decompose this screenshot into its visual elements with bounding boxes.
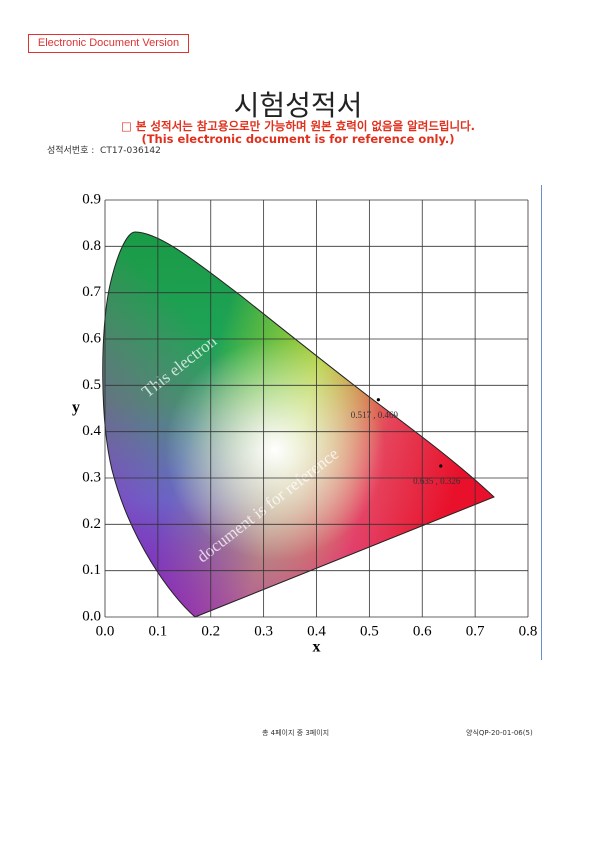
- x-tick-label: 0.2: [201, 623, 220, 639]
- page-number: 총 4페이지 중 3페이지: [262, 729, 330, 737]
- y-tick-label: 0.0: [82, 608, 101, 624]
- y-tick-label: 0.3: [82, 469, 101, 485]
- x-tick-label: 0.5: [360, 623, 379, 639]
- label: 성적서번호: [47, 146, 89, 156]
- title: 시험성적서: [233, 89, 363, 122]
- y-tick-label: 0.2: [82, 516, 101, 532]
- x-tick-label: 0.1: [149, 623, 168, 639]
- y-tick-label: 0.7: [82, 284, 101, 300]
- gamut: [102, 232, 494, 617]
- form-number: 양식QP-20-01-06(5): [466, 729, 533, 737]
- y-tick-label: 0.5: [82, 377, 101, 393]
- report-number: 성적서번호 : CT17-036142: [47, 146, 161, 156]
- margin-line: [541, 185, 542, 660]
- notice: (This electronic document is for referen…: [141, 132, 455, 146]
- y-tick-label: 0.1: [82, 562, 101, 578]
- value: CT17-036142: [100, 146, 161, 156]
- x-tick-label: 0.4: [307, 623, 326, 639]
- x-tick-label: 0.6: [413, 623, 432, 639]
- x-tick-label: 0.8: [519, 623, 538, 639]
- x-axis-label: x: [313, 639, 321, 656]
- y-axis-label: y: [72, 399, 80, 416]
- y-tick-label: 0.9: [82, 191, 101, 207]
- point-label: 0.517 , 0.469: [351, 410, 399, 420]
- point-label: 0.635 , 0.326: [413, 476, 461, 486]
- version-stamp: Electronic Document Version: [28, 34, 189, 53]
- x-tick-label: 0.0: [96, 623, 115, 639]
- notice: □ 본 성적서는 참고용으로만 가능하며 원본 효력이 없음을 알려드립니다.: [120, 119, 476, 133]
- y-tick-label: 0.4: [82, 423, 101, 439]
- point: [439, 464, 443, 468]
- locus: [102, 231, 495, 618]
- point: [376, 398, 380, 402]
- y-tick-label: 0.6: [82, 330, 101, 346]
- x-tick-label: 0.7: [466, 623, 485, 639]
- x-tick-label: 0.3: [254, 623, 273, 639]
- y-tick-label: 0.8: [82, 238, 101, 254]
